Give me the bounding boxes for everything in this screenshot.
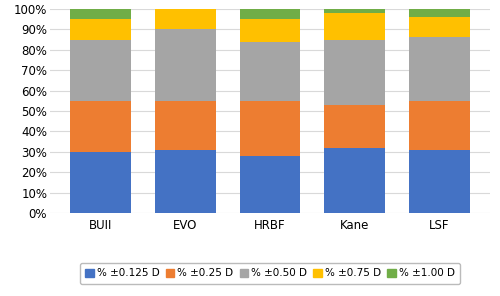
Bar — [240, 101, 300, 156]
Bar — [70, 152, 131, 213]
Bar — [240, 9, 300, 19]
Bar — [70, 101, 131, 152]
Bar — [409, 101, 470, 150]
Bar — [70, 39, 131, 101]
Legend: % ±0.125 D, % ±0.25 D, % ±0.50 D, % ±0.75 D, % ±1.00 D: % ±0.125 D, % ±0.25 D, % ±0.50 D, % ±0.7… — [80, 263, 460, 284]
Bar — [324, 148, 385, 213]
Bar — [155, 29, 216, 101]
Bar — [409, 150, 470, 213]
Bar — [70, 19, 131, 39]
Bar — [155, 150, 216, 213]
Bar — [409, 9, 470, 17]
Bar — [240, 41, 300, 101]
Bar — [409, 17, 470, 38]
Bar — [324, 13, 385, 39]
Bar — [155, 101, 216, 150]
Bar — [240, 156, 300, 213]
Bar — [155, 9, 216, 29]
Bar — [324, 9, 385, 13]
Bar — [240, 19, 300, 41]
Bar — [324, 105, 385, 148]
Bar — [324, 39, 385, 105]
Bar — [409, 38, 470, 101]
Bar — [70, 9, 131, 19]
